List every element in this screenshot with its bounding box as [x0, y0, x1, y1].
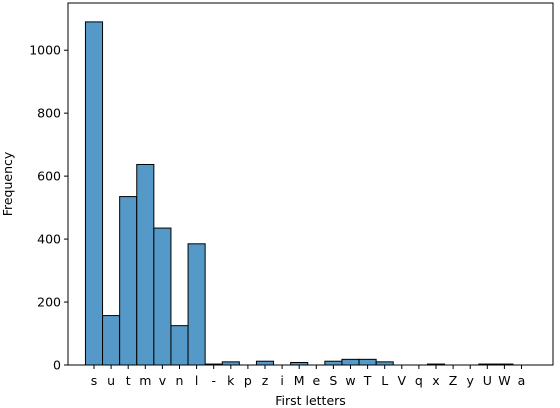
- bar-u: [102, 315, 121, 366]
- y-axis: 0 200 400 600 800 1000: [29, 43, 68, 373]
- x-tick-label: q: [415, 373, 423, 388]
- plot-area: [67, 2, 554, 366]
- bars-group: [84, 21, 514, 366]
- x-tick-label: v: [159, 373, 167, 388]
- x-tick-label: U: [483, 373, 492, 388]
- bar-L: [375, 361, 394, 366]
- x-tick-label: w: [345, 373, 355, 388]
- x-tick-label: u: [107, 373, 115, 388]
- bar-t: [119, 196, 138, 366]
- x-tick-label: S: [329, 373, 337, 388]
- bar-T: [358, 358, 377, 366]
- x-tick-label: p: [244, 373, 252, 388]
- y-tick-label: 1000: [29, 43, 61, 58]
- x-tick-label: z: [262, 373, 269, 388]
- y-tick-label: 800: [37, 106, 61, 121]
- bar-k: [221, 361, 240, 366]
- y-tick-label: 0: [53, 358, 61, 373]
- y-axis-label: Frequency: [0, 151, 15, 216]
- bar-x: [426, 363, 446, 366]
- y-tick-label: 400: [37, 232, 61, 247]
- bar--: [204, 363, 223, 366]
- bar-W: [495, 363, 514, 366]
- bar-v: [153, 227, 172, 366]
- plot-frame: [67, 2, 554, 366]
- bar-z: [255, 360, 275, 366]
- y-tick-label: 600: [37, 169, 61, 184]
- x-tick-label: T: [363, 373, 372, 388]
- bar-s: [84, 21, 104, 366]
- bar-U: [478, 363, 497, 366]
- bar-S: [324, 360, 343, 366]
- x-tick-label: V: [398, 373, 407, 388]
- bar-m: [136, 163, 155, 366]
- bar-w: [341, 358, 360, 366]
- bar-l: [187, 243, 206, 366]
- x-tick-label: L: [381, 373, 388, 388]
- x-tick-label: Z: [449, 373, 458, 388]
- x-tick-label: t: [126, 373, 131, 388]
- bar-M: [290, 361, 309, 366]
- x-tick-label: m: [139, 373, 151, 388]
- x-tick-label: s: [91, 373, 98, 388]
- x-tick-label: a: [518, 373, 526, 388]
- x-tick-label: i: [280, 373, 283, 388]
- x-tick-label: x: [432, 373, 439, 388]
- x-tick-label: M: [294, 373, 305, 388]
- bar-n: [170, 325, 189, 366]
- x-tick-label: -: [211, 373, 216, 388]
- x-tick-label: l: [195, 373, 198, 388]
- x-tick-label: n: [176, 373, 184, 388]
- x-tick-label: k: [227, 373, 235, 388]
- x-axis-label: First letters: [275, 393, 346, 408]
- x-tick-label: y: [466, 373, 474, 388]
- x-tick-label: W: [498, 373, 510, 388]
- x-tick-label: e: [312, 373, 320, 388]
- y-tick-label: 200: [37, 295, 61, 310]
